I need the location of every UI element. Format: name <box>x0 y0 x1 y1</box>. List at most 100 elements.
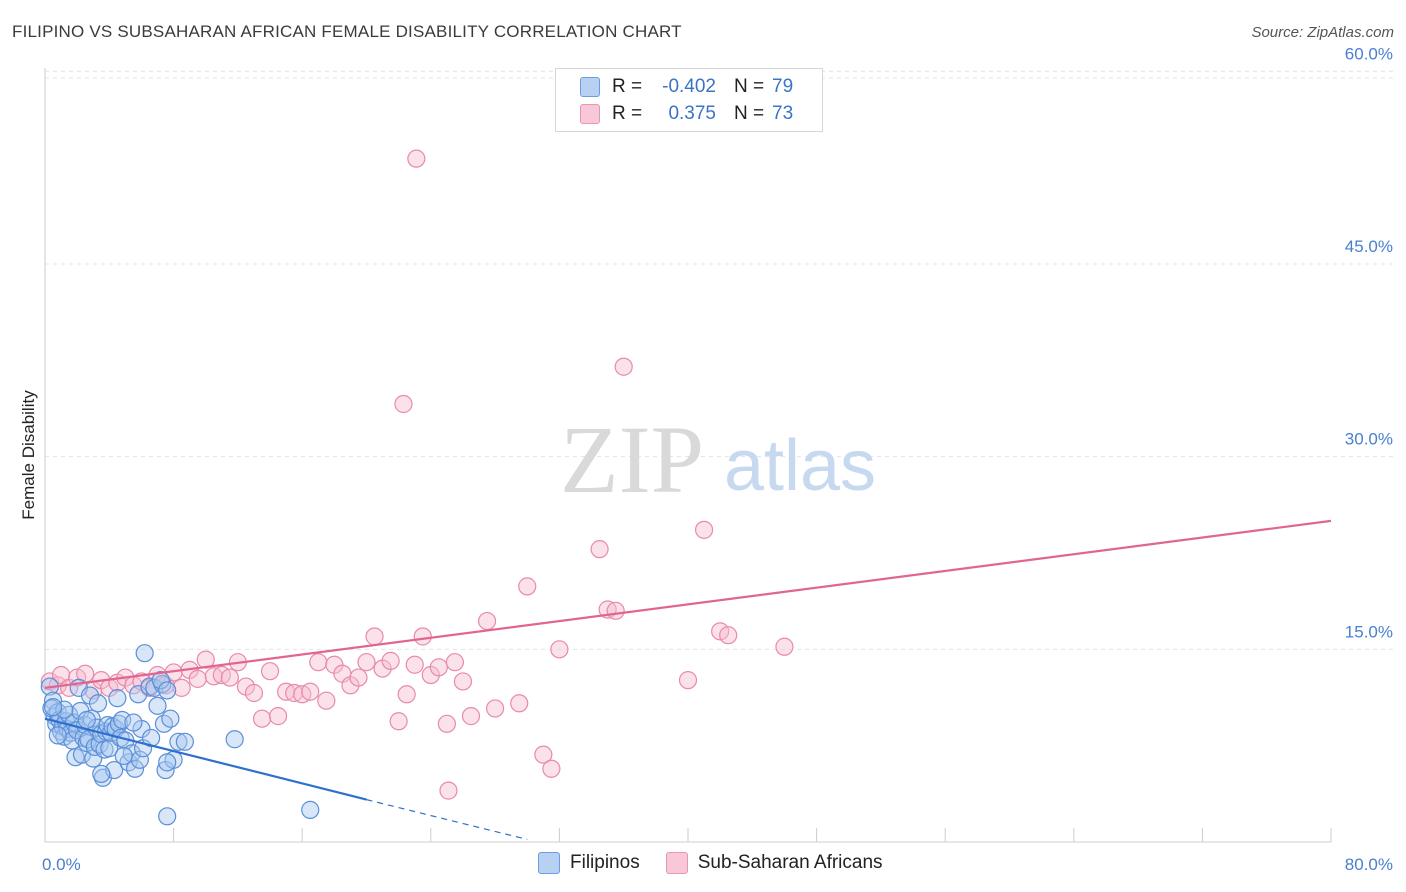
legend-swatch-filipinos <box>580 77 600 97</box>
filipino-point <box>175 732 194 751</box>
y-tick-label: 30.0% <box>1345 430 1393 449</box>
legend-n-label: N = <box>734 103 765 124</box>
series-label-sub-saharan: Sub-Saharan Africans <box>697 852 883 873</box>
filipino-trend-line <box>44 717 367 801</box>
filipino-point <box>148 696 167 715</box>
filipino-point <box>43 698 63 717</box>
filipino-point <box>135 644 154 663</box>
sub-saharan-point <box>196 650 215 669</box>
filipino-point <box>225 730 244 749</box>
filipino-point <box>55 700 74 719</box>
legend-row-sub-saharan: R = 0.375 N = 73 <box>580 101 793 127</box>
filipino-point <box>108 689 127 708</box>
sub-saharan-point <box>453 672 473 691</box>
sub-saharan-trend-line <box>44 519 1332 689</box>
sub-saharan-point <box>413 627 432 646</box>
sub-saharan-point <box>260 662 280 681</box>
legend-r-value: -0.402 <box>662 76 716 97</box>
sub-saharan-point <box>252 709 272 728</box>
legend-r-value: 0.375 <box>668 103 716 124</box>
filipino-point <box>88 694 108 713</box>
sub-saharan-point <box>389 712 408 731</box>
filipino-point <box>151 671 170 690</box>
sub-saharan-point <box>394 394 413 414</box>
series-legend-filipinos[interactable]: Filipinos <box>538 852 640 874</box>
x-axis-ticks <box>44 828 1332 842</box>
legend-n-value: 79 <box>772 76 794 97</box>
sub-saharan-point <box>614 357 633 376</box>
x-tick-label-max: 80.0% <box>1345 855 1393 874</box>
sub-saharan-point <box>439 781 458 800</box>
gridlines <box>45 70 1393 650</box>
sub-saharan-point <box>429 658 448 677</box>
sub-saharan-point <box>172 678 191 697</box>
sub-saharan-point <box>349 668 368 687</box>
sub-saharan-point <box>397 685 416 704</box>
series-swatch-filipinos <box>538 852 560 874</box>
legend-n-value: 73 <box>772 103 794 124</box>
correlation-legend: R = -0.402 N = 79 R = 0.375 N = 73 <box>555 68 823 132</box>
legend-row-filipinos: R = -0.402 N = 79 <box>580 74 793 100</box>
sub-saharan-point <box>437 714 456 733</box>
sub-saharan-point <box>405 655 424 674</box>
sub-saharan-point <box>534 745 553 764</box>
filipino-point <box>124 713 143 732</box>
source-label: Source: ZipAtlas.com <box>1251 24 1394 41</box>
filipino-point <box>92 764 111 784</box>
y-tick-label: 60.0% <box>1345 44 1393 63</box>
sub-saharan-point <box>357 653 376 672</box>
sub-saharan-point <box>268 707 288 726</box>
filipino-trend-extension <box>366 799 528 841</box>
filipino-point <box>100 739 119 758</box>
sub-saharan-point <box>510 694 529 713</box>
filipino-point <box>158 753 177 772</box>
sub-saharan-point <box>606 601 625 620</box>
sub-saharan-point <box>317 691 336 710</box>
filipino-point <box>161 709 180 728</box>
sub-saharan-point <box>445 653 465 672</box>
series-legend: Filipinos Sub-Saharan Africans <box>538 852 909 874</box>
sub-saharan-point <box>775 637 794 656</box>
y-axis-label: Female Disability <box>19 390 38 520</box>
sub-saharan-point <box>220 668 239 687</box>
filipino-point <box>114 746 133 766</box>
filipino-point <box>77 710 96 730</box>
sub-saharan-point <box>381 651 400 670</box>
filipino-point <box>158 681 177 700</box>
sub-saharan-point <box>678 671 698 690</box>
page-title: FILIPINO VS SUBSAHARAN AFRICAN FEMALE DI… <box>12 22 682 41</box>
sub-saharan-point <box>365 627 384 646</box>
sub-saharan-point <box>694 520 714 539</box>
sub-saharan-point <box>461 707 481 726</box>
filipino-point <box>158 807 177 826</box>
filipino-point <box>113 710 132 730</box>
series-legend-sub-saharan[interactable]: Sub-Saharan Africans <box>665 852 883 874</box>
legend-swatch-sub-saharan <box>580 104 600 124</box>
sub-saharan-point <box>590 540 609 559</box>
legend-r-label: R = <box>612 76 643 97</box>
legend-r-label: R = <box>612 103 643 124</box>
sub-saharan-point <box>301 682 320 701</box>
x-tick-label-min: 0.0% <box>42 855 81 874</box>
sub-saharan-point <box>550 640 569 659</box>
legend-n-label: N = <box>734 76 765 97</box>
sub-saharan-point <box>244 683 264 703</box>
filipino-point <box>125 759 145 778</box>
sub-saharan-point <box>477 611 497 631</box>
sub-saharan-point <box>542 759 561 778</box>
sub-saharan-point <box>486 699 505 718</box>
sub-saharan-point <box>719 626 738 645</box>
filipinos-points <box>40 644 320 826</box>
trend-lines <box>44 519 1332 841</box>
watermark-zip: ZIP <box>560 406 704 513</box>
series-label-filipinos: Filipinos <box>570 852 640 873</box>
watermark-atlas: atlas <box>724 426 876 506</box>
sub-saharan-point <box>309 653 328 672</box>
y-tick-label: 45.0% <box>1345 237 1393 256</box>
y-axis-tick-labels: 15.0% 30.0% 45.0% 60.0% <box>1345 44 1393 641</box>
filipino-point <box>301 800 320 819</box>
sub-saharan-point <box>188 669 207 688</box>
series-swatch-sub-saharan <box>665 852 688 874</box>
filipino-point <box>169 732 188 751</box>
